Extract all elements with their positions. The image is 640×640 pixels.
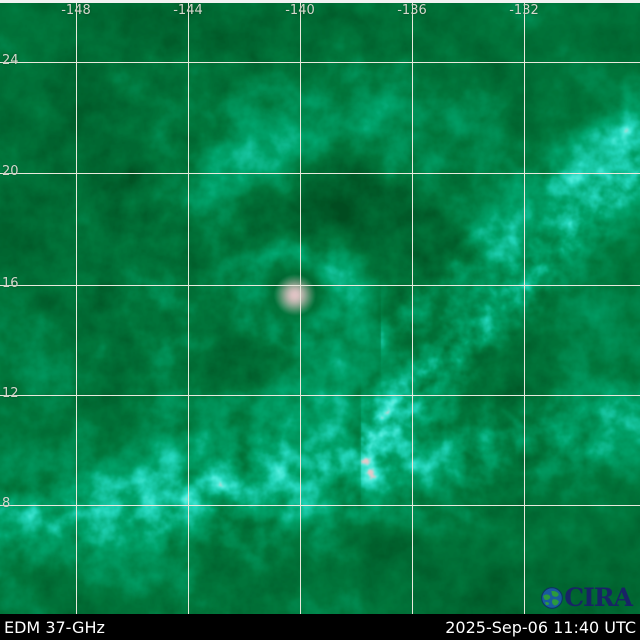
top-separator-rule [0, 0, 640, 3]
timestamp-label: 2025-Sep-06 11:40 UTC [445, 617, 636, 637]
globe-icon [541, 586, 564, 609]
status-bar: EDM 37-GHz 2025-Sep-06 11:40 UTC [0, 614, 640, 640]
satellite-image-canvas [0, 3, 640, 614]
cira-wordmark: CIRA [564, 583, 633, 612]
product-label: EDM 37-GHz [4, 617, 105, 637]
cira-logo: CIRA [541, 583, 633, 612]
